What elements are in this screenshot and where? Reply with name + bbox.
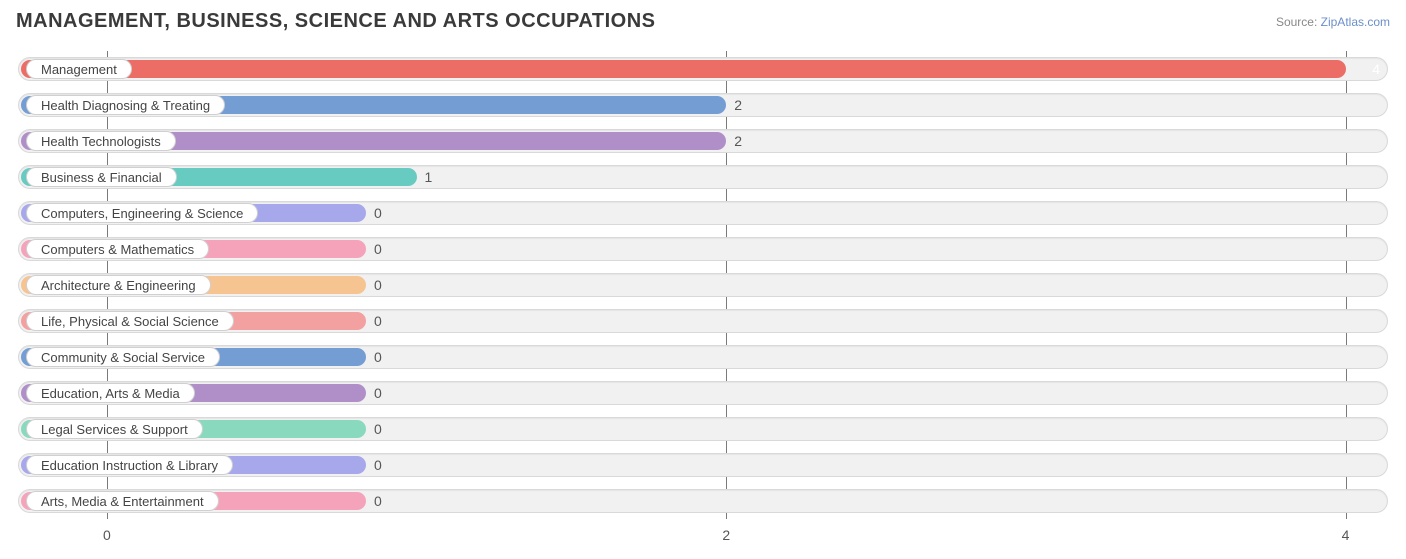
category-pill: Education Instruction & Library	[26, 455, 233, 475]
category-pill: Computers, Engineering & Science	[26, 203, 258, 223]
value-label: 0	[374, 241, 382, 257]
x-tick-label: 4	[1342, 527, 1350, 543]
bar-row: Architecture & Engineering 0	[14, 267, 1392, 303]
category-pill: Life, Physical & Social Science	[26, 311, 234, 331]
bar-row: Management 4	[14, 51, 1392, 87]
value-label: 0	[374, 421, 382, 437]
x-axis: 0 2 4	[0, 527, 1406, 547]
source-link[interactable]: ZipAtlas.com	[1321, 15, 1390, 29]
category-pill: Management	[26, 59, 132, 79]
source-prefix: Source:	[1276, 15, 1321, 29]
category-pill: Health Technologists	[26, 131, 176, 151]
chart-header: MANAGEMENT, BUSINESS, SCIENCE AND ARTS O…	[14, 10, 1392, 33]
bar-row: Business & Financial 1	[14, 159, 1392, 195]
value-label: 0	[374, 277, 382, 293]
category-pill: Legal Services & Support	[26, 419, 203, 439]
bar-row: Education Instruction & Library 0	[14, 447, 1392, 483]
value-label: 0	[374, 313, 382, 329]
value-label: 0	[374, 457, 382, 473]
value-label: 0	[374, 385, 382, 401]
bar-row: Life, Physical & Social Science 0	[14, 303, 1392, 339]
plot-area: Management 4 Health Diagnosing & Treating 2…	[14, 51, 1392, 519]
category-pill: Arts, Media & Entertainment	[26, 491, 219, 511]
bar-row: Computers, Engineering & Science 0	[14, 195, 1392, 231]
bar-row: Health Diagnosing & Treating 2	[14, 87, 1392, 123]
value-label: 0	[374, 493, 382, 509]
value-label: 2	[734, 97, 742, 113]
chart-source: Source: ZipAtlas.com	[1276, 15, 1390, 29]
bar-group: Management 4 Health Diagnosing & Treating 2…	[14, 51, 1392, 519]
category-pill: Education, Arts & Media	[26, 383, 195, 403]
x-tick-label: 0	[103, 527, 111, 543]
category-pill: Architecture & Engineering	[26, 275, 211, 295]
value-label: 2	[734, 133, 742, 149]
bar-row: Health Technologists 2	[14, 123, 1392, 159]
category-pill: Health Diagnosing & Treating	[26, 95, 225, 115]
category-pill: Community & Social Service	[26, 347, 220, 367]
value-label: 0	[374, 349, 382, 365]
bar-fill	[21, 60, 1346, 78]
x-tick-label: 2	[722, 527, 730, 543]
category-pill: Business & Financial	[26, 167, 177, 187]
bar-row: Arts, Media & Entertainment 0	[14, 483, 1392, 519]
chart-container: MANAGEMENT, BUSINESS, SCIENCE AND ARTS O…	[0, 0, 1406, 559]
value-label: 1	[425, 169, 433, 185]
chart-title: MANAGEMENT, BUSINESS, SCIENCE AND ARTS O…	[16, 10, 655, 33]
category-pill: Computers & Mathematics	[26, 239, 209, 259]
bar-row: Community & Social Service 0	[14, 339, 1392, 375]
bar-row: Education, Arts & Media 0	[14, 375, 1392, 411]
value-label: 4	[1372, 61, 1380, 77]
value-label: 0	[374, 205, 382, 221]
bar-row: Legal Services & Support 0	[14, 411, 1392, 447]
bar-row: Computers & Mathematics 0	[14, 231, 1392, 267]
